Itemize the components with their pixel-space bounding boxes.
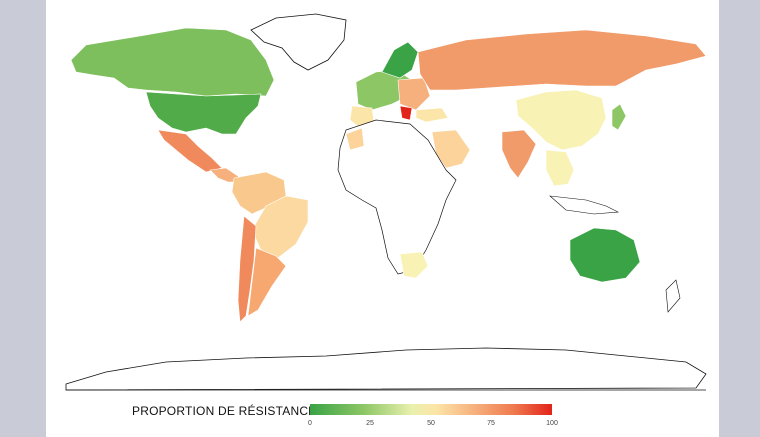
australia [569, 227, 641, 283]
scandinavia [381, 41, 419, 79]
legend-tick-0: 0 [308, 420, 312, 427]
map-panel: PROPORTION DE RÉSISTANCE 0 25 50 75 100 [46, 0, 719, 437]
mexico [157, 129, 223, 173]
usa [145, 91, 262, 135]
brazil [251, 195, 309, 261]
india [501, 129, 537, 179]
legend-tick-100: 100 [546, 420, 558, 427]
balkans [399, 105, 413, 121]
chile [237, 215, 257, 323]
russia [417, 29, 707, 91]
japan [611, 103, 627, 131]
canada [70, 27, 275, 97]
legend-tick-75: 75 [487, 420, 495, 427]
southeast-asia [545, 149, 575, 187]
legend-title: PROPORTION DE RÉSISTANCE [132, 404, 317, 418]
north-africa-west [345, 127, 365, 151]
legend-color-scale [310, 404, 552, 415]
greenland [250, 13, 347, 71]
legend-tick-25: 25 [366, 420, 374, 427]
argentina [247, 247, 287, 317]
indonesia [549, 195, 620, 215]
antarctica [65, 347, 707, 391]
eastern-europe [397, 77, 431, 111]
turkey [415, 107, 449, 123]
china [515, 89, 607, 151]
south-africa [399, 251, 429, 279]
new-zealand [665, 279, 681, 313]
legend-tick-50: 50 [427, 420, 435, 427]
world-map [65, 13, 707, 391]
